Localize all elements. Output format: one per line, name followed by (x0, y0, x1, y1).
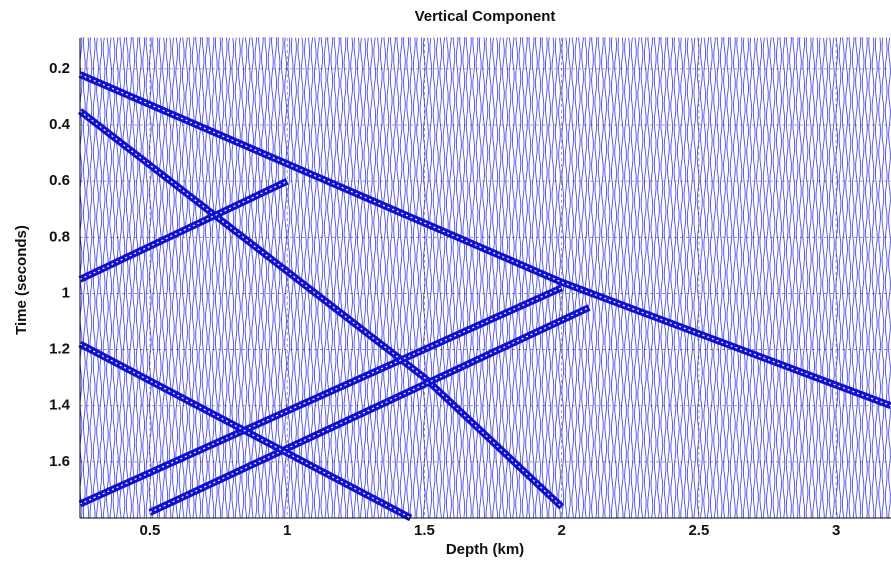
chart-title: Vertical Component (415, 8, 556, 25)
x-tick-label: 2 (557, 522, 565, 539)
event-band-inner (79, 110, 563, 508)
event-band-inner (79, 180, 288, 280)
x-tick-label: 2.5 (688, 522, 709, 539)
y-tick-label: 1.4 (49, 397, 71, 414)
y-tick-label: 0.8 (49, 228, 70, 245)
y-axis-label: Time (seconds) (13, 225, 30, 335)
y-tick-label: 0.4 (49, 116, 71, 133)
y-tick-label: 0.6 (49, 172, 70, 189)
event-band (78, 71, 891, 409)
y-tick-label: 1.6 (49, 453, 70, 470)
y-tick-label: 1 (62, 284, 70, 301)
event-band-inner (149, 306, 590, 513)
y-tick-label: 0.2 (49, 60, 70, 77)
event-band (78, 284, 564, 508)
x-tick-label: 0.5 (140, 522, 161, 539)
y-tick-label: 1.2 (49, 341, 70, 358)
x-tick-label: 3 (832, 522, 840, 539)
event-band-inner (79, 343, 411, 519)
x-tick-label: 1.5 (414, 522, 435, 539)
x-axis-label: Depth (km) (446, 541, 524, 558)
x-tick-label: 1 (283, 522, 291, 539)
